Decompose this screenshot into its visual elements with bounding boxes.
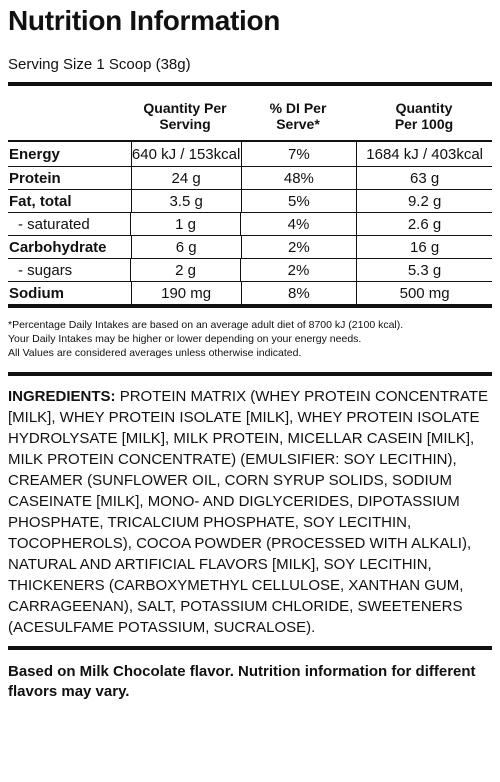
nutrient-di: 4%	[240, 213, 356, 235]
header-text: Per 100g	[394, 116, 454, 132]
table-row-fat: Fat, total 3.5 g 5% 9.2 g	[8, 189, 492, 212]
nutrient-name: Carbohydrate	[9, 238, 107, 256]
nutrient-serving: 1 g	[130, 213, 240, 235]
nutrient-di: 2%	[240, 236, 357, 258]
nutrient-per100: 16 g	[356, 236, 492, 258]
header-text: Serving	[159, 116, 211, 132]
header-text: % DI Per	[269, 100, 327, 116]
panel-title: Nutrition Information	[8, 5, 281, 36]
nutrition-table: Quantity Per Serving % DI Per Serve* Qua…	[8, 86, 492, 308]
table-row-protein: Protein 24 g 48% 63 g	[8, 166, 492, 189]
footnote-line: *Percentage Daily Intakes are based on a…	[8, 319, 404, 331]
nutrient-per100: 63 g	[356, 167, 492, 189]
table-row-sugars: - sugars 2 g 2% 5.3 g	[8, 258, 492, 281]
table-row-saturated: - saturated 1 g 4% 2.6 g	[8, 212, 492, 235]
nutrient-name: Energy	[9, 145, 60, 163]
divider	[8, 82, 492, 86]
divider	[8, 372, 492, 376]
header-text: Quantity	[395, 100, 453, 116]
nutrient-per100: 1684 kJ / 403kcal	[356, 142, 492, 166]
nutrient-per100: 5.3 g	[356, 259, 492, 281]
nutrient-serving: 640 kJ / 153kcal	[130, 142, 241, 166]
nutrient-di: 2%	[240, 259, 356, 281]
serving-size: Serving Size 1 Scoop (38g)	[8, 56, 191, 73]
header-divider	[8, 140, 492, 142]
nutrient-per100: 2.6 g	[356, 213, 492, 235]
ingredients-block: INGREDIENTS: PROTEIN MATRIX (WHEY PROTEI…	[8, 376, 492, 646]
divider	[8, 646, 492, 650]
header-text: Quantity Per	[143, 100, 227, 116]
nutrient-serving: 6 g	[130, 236, 241, 258]
footnote-line: All Values are considered averages unles…	[8, 347, 302, 359]
header-quantity-per-100g: Quantity Per 100g	[356, 100, 492, 132]
nutrient-serving: 3.5 g	[130, 190, 241, 212]
nutrient-di: 8%	[240, 282, 357, 304]
ingredients-text: PROTEIN MATRIX (WHEY PROTEIN CONCENTRATE…	[8, 388, 489, 636]
table-row-sodium: Sodium 190 mg 8% 500 mg	[8, 281, 492, 304]
nutrient-di: 7%	[240, 142, 357, 166]
nutrient-name: Protein	[9, 169, 61, 187]
flavor-note: Based on Milk Chocolate flavor. Nutritio…	[8, 663, 476, 700]
nutrient-name: Sodium	[9, 284, 64, 302]
nutrient-per100: 500 mg	[356, 282, 492, 304]
header-text: Serve*	[276, 116, 320, 132]
nutrient-name: - sugars	[18, 261, 73, 279]
nutrient-serving: 24 g	[130, 167, 241, 189]
nutrient-name: - saturated	[18, 215, 90, 233]
header-quantity-per-serving: Quantity Per Serving	[130, 100, 240, 132]
nutrient-per100: 9.2 g	[356, 190, 492, 212]
footnotes: *Percentage Daily Intakes are based on a…	[8, 318, 492, 372]
header-di-per-serve: % DI Per Serve*	[240, 100, 356, 132]
nutrition-panel: Nutrition Information Serving Size 1 Sco…	[8, 0, 492, 702]
table-row-carbohydrate: Carbohydrate 6 g 2% 16 g	[8, 235, 492, 258]
nutrient-di: 48%	[240, 167, 357, 189]
table-row-energy: Energy 640 kJ / 153kcal 7% 1684 kJ / 403…	[8, 142, 492, 166]
nutrient-serving: 2 g	[130, 259, 240, 281]
footnote-line: Your Daily Intakes may be higher or lowe…	[8, 333, 362, 345]
nutrient-name: Fat, total	[9, 192, 72, 210]
nutrient-serving: 190 mg	[130, 282, 241, 304]
nutrient-di: 5%	[240, 190, 357, 212]
table-header: Quantity Per Serving % DI Per Serve* Qua…	[8, 94, 492, 140]
ingredients-label: INGREDIENTS:	[8, 388, 116, 405]
